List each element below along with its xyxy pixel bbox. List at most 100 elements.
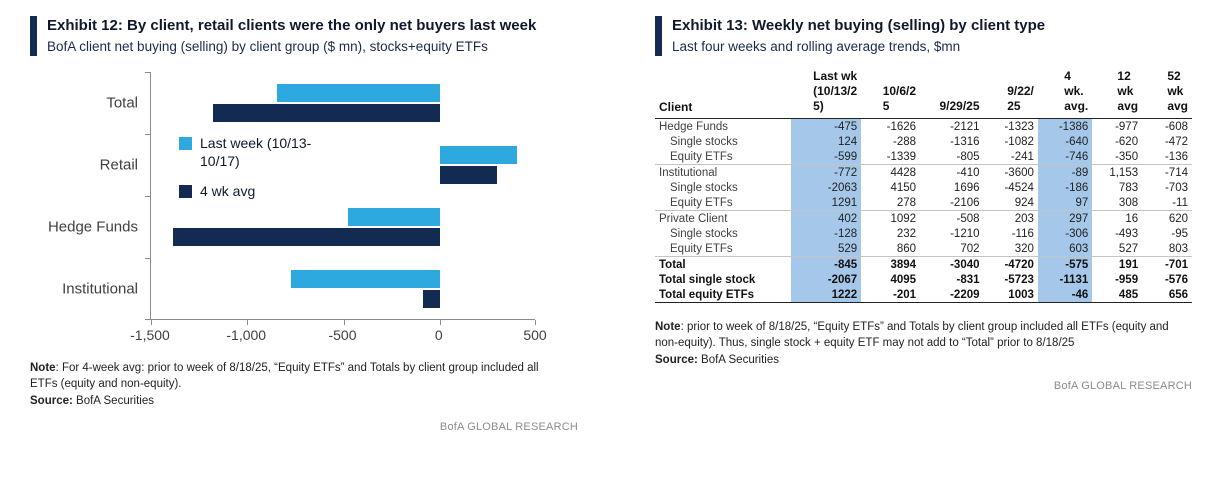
- title-accent-bar: [30, 16, 37, 56]
- table-cell: -576: [1164, 273, 1188, 286]
- table-cell: 702: [960, 242, 980, 255]
- table-cell: -2067: [790, 272, 862, 288]
- category-label: Hedge Funds: [47, 218, 138, 236]
- table-row: Total single stock -2067 4095 -831 -5723 -113…: [655, 272, 1192, 288]
- table-row: Total equity ETFs 1222 -201 -2209 1003 -46 485…: [655, 287, 1192, 304]
- table-cell: -772: [790, 164, 862, 181]
- note-text: : For 4-week avg: prior to week of 8/18/…: [30, 361, 539, 390]
- row-label: Total: [655, 256, 791, 273]
- col-header-text: 4 wk. avg.: [1064, 69, 1089, 114]
- exhibit-13-title: Exhibit 13: Weekly net buying (selling) …: [672, 17, 1046, 34]
- row-label: Private Client: [655, 210, 791, 227]
- table-cell: -4720: [983, 256, 1038, 273]
- table-cell: 924: [1014, 196, 1034, 209]
- table-cell: 1291: [790, 195, 862, 211]
- table-cell: 4095: [890, 273, 917, 286]
- table-cell: -2121: [950, 120, 980, 133]
- table-cell: 4150: [890, 181, 917, 194]
- table-cell: -714: [1142, 164, 1192, 181]
- table-cell: -136: [1164, 150, 1188, 163]
- x-axis-tick: [151, 319, 152, 325]
- legend-swatch: [179, 185, 192, 199]
- source-label: Source:: [655, 354, 698, 367]
- table-cell: -1210: [950, 227, 980, 240]
- category-label: Total: [106, 94, 138, 112]
- x-axis-tick: [439, 319, 441, 325]
- table-cell: 203: [983, 210, 1038, 227]
- bar-institutional-last-week: [291, 269, 440, 288]
- table-cell: -475: [790, 118, 862, 135]
- col-header: 52 wk avg: [1142, 67, 1192, 120]
- table-cell: 783: [1118, 181, 1139, 194]
- legend-entry: 4 wk avg: [179, 182, 331, 200]
- col-header: 9/22/ 25: [983, 67, 1038, 120]
- table-cell: -620: [1115, 135, 1139, 148]
- exhibit-12-header: Exhibit 12: By client, retail clients we…: [30, 16, 578, 56]
- table-cell: 1,153: [1092, 164, 1143, 181]
- exhibit-13-header: Exhibit 13: Weekly net buying (selling) …: [655, 16, 1192, 56]
- row-label: Single stocks: [670, 227, 738, 240]
- exhibit-13-title-block: Exhibit 13: Weekly net buying (selling) …: [672, 16, 1045, 56]
- table-cell: -508: [920, 210, 984, 227]
- table-cell: -472: [1164, 135, 1188, 148]
- table-cell: 803: [1168, 242, 1188, 255]
- table-cell: 3894: [861, 256, 921, 273]
- x-tick-label: -1,500: [130, 326, 170, 343]
- legend-label: 4 wk avg: [200, 183, 256, 200]
- col-header-text: 9/29/25: [939, 99, 980, 114]
- x-axis-tick: [535, 319, 536, 325]
- table-row: Single stocks -128 232 -1210 -116 -306 -493 -95: [655, 226, 1192, 242]
- exhibit-13-source: Source: BofA Securities: [655, 354, 1192, 366]
- table-cell: -831: [956, 273, 980, 286]
- table-cell: -845: [790, 256, 862, 273]
- table-cell: 124: [790, 134, 862, 150]
- table-cell: 620: [1142, 210, 1192, 227]
- table-row: Hedge Funds -475 -1626 -2121 -1323 -1386 -977 -…: [655, 118, 1192, 135]
- row-label: Total equity ETFs: [655, 287, 791, 304]
- table-cell: 16: [1092, 210, 1143, 227]
- table-cell: 656: [1142, 287, 1192, 304]
- chart-plot: Last week (10/13-10/17) 4 wk avg: [145, 71, 536, 325]
- bar-retail-last-week: [439, 145, 518, 164]
- col-header-client: Client: [655, 67, 791, 120]
- col-header-text: 12 wk avg: [1117, 69, 1139, 114]
- table-cell: -95: [1171, 227, 1188, 240]
- exhibit-13-footer: BofA GLOBAL RESEARCH: [1053, 380, 1192, 393]
- row-label: Equity ETFs: [670, 150, 733, 163]
- chart-category-labels: Total Retail Hedge Funds Institutional: [30, 72, 150, 320]
- category-label: Institutional: [62, 280, 138, 298]
- title-accent-bar: [655, 16, 662, 56]
- row-label: Single stocks: [670, 135, 738, 148]
- table-cell: -805: [956, 150, 980, 163]
- table-cell: -2209: [920, 287, 984, 304]
- table-cell: -493: [1115, 227, 1139, 240]
- table-cell: -241: [1010, 150, 1034, 163]
- table-cell: 485: [1092, 287, 1143, 304]
- table-cell: 191: [1092, 256, 1143, 273]
- table-cell: -1316: [950, 135, 980, 148]
- table-cell: -306: [1037, 226, 1093, 242]
- source-label: Source:: [30, 394, 73, 407]
- legend-swatch: [179, 136, 192, 150]
- exhibit-12-panel: Exhibit 12: By client, retail clients we…: [30, 16, 578, 433]
- table-cell: -701: [1142, 256, 1192, 273]
- exhibit-13-panel: Exhibit 13: Weekly net buying (selling) …: [655, 16, 1192, 392]
- y-axis-tick: [145, 195, 150, 197]
- table-cell: -288: [893, 135, 917, 148]
- table-cell: 232: [896, 227, 917, 240]
- table-row: Single stocks 124 -288 -1316 -1082 -640 -620 -4…: [655, 134, 1192, 150]
- table-cell: -11: [1172, 196, 1188, 209]
- category-label: Retail: [99, 156, 138, 174]
- table-cell: 1222: [790, 287, 862, 304]
- table-cell: -599: [790, 149, 862, 165]
- exhibit-12-note: Note: For 4-week avg: prior to week of 8…: [30, 360, 565, 392]
- table-cell: -2063: [790, 180, 862, 196]
- col-header: 12 wk avg: [1092, 67, 1143, 120]
- table-cell: -46: [1037, 287, 1093, 304]
- col-header-text: Last wk (10/13/2 5): [813, 69, 858, 114]
- table-cell: -640: [1037, 134, 1093, 150]
- row-label: Institutional: [655, 164, 791, 181]
- legend-label: Last week (10/13-10/17): [200, 134, 312, 169]
- table-cell: -350: [1115, 150, 1139, 163]
- table-row: Equity ETFs 1291 278 -2106 924 97 308 -11: [655, 195, 1192, 211]
